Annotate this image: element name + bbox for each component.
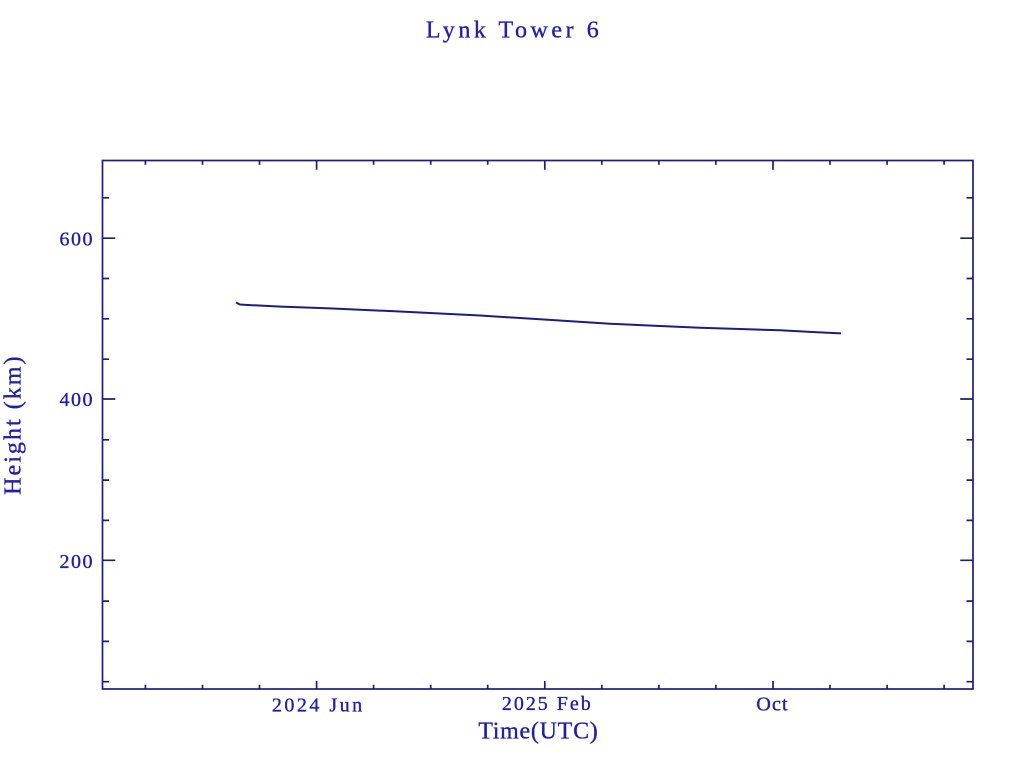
- svg-text:2024 Jun: 2024 Jun: [272, 694, 362, 716]
- svg-text:Height (km): Height (km): [1, 357, 27, 495]
- svg-text:Oct: Oct: [756, 694, 788, 716]
- svg-text:200: 200: [60, 551, 93, 573]
- svg-text:400: 400: [60, 389, 93, 411]
- svg-text:600: 600: [60, 228, 93, 250]
- svg-text:Time(UTC): Time(UTC): [478, 718, 598, 744]
- svg-text:2025 Feb: 2025 Feb: [502, 693, 591, 715]
